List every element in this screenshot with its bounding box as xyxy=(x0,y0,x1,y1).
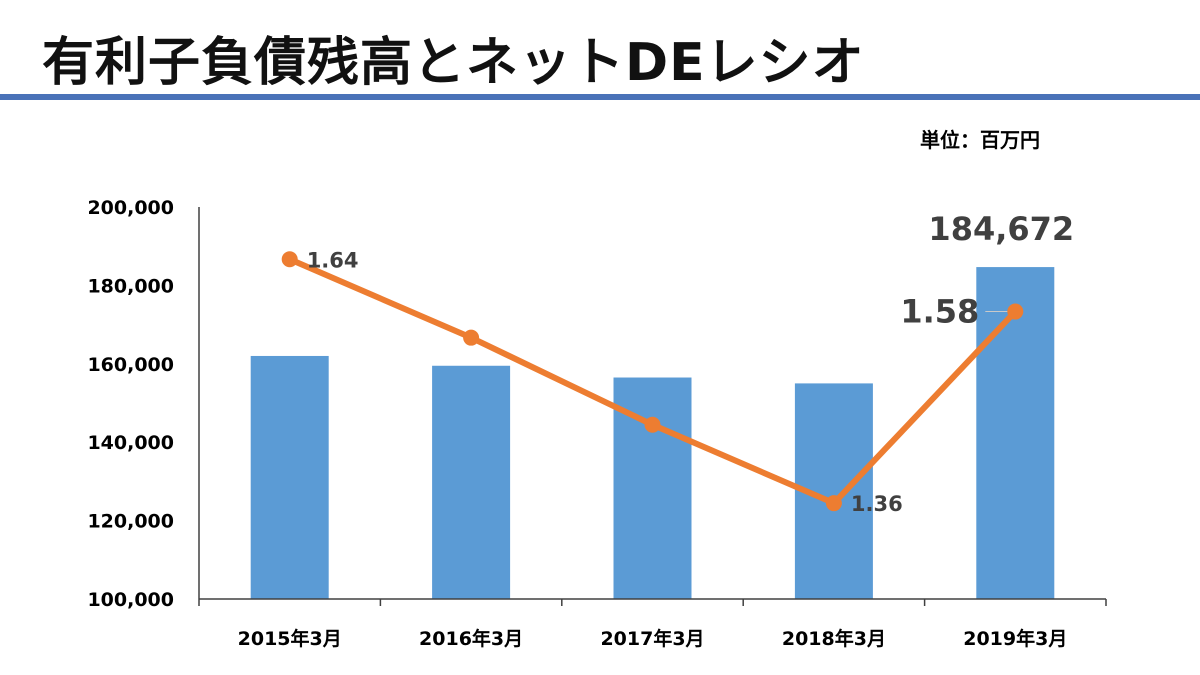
y-tick-label: 200,000 xyxy=(87,197,174,219)
y-tick-label: 120,000 xyxy=(87,511,174,533)
x-category-label: 2015年3月 xyxy=(238,627,342,650)
x-category-label: 2016年3月 xyxy=(419,627,523,650)
x-category-label: 2019年3月 xyxy=(963,627,1067,650)
bar-2 xyxy=(432,365,511,599)
line-data-label: 1.58 xyxy=(900,293,979,331)
de-ratio-point-4 xyxy=(825,495,842,512)
de-ratio-point-3 xyxy=(644,416,661,433)
y-tick-label: 100,000 xyxy=(87,589,174,611)
unit-label: 単位：百万円 xyxy=(920,128,1040,152)
y-tick-label: 140,000 xyxy=(87,432,174,454)
line-data-label: 1.36 xyxy=(851,492,903,516)
de-ratio-point-5 xyxy=(1007,303,1024,320)
bar-1 xyxy=(250,355,329,599)
bar-data-label: 184,672 xyxy=(928,210,1074,248)
x-category-label: 2017年3月 xyxy=(600,627,704,650)
line-data-label: 1.64 xyxy=(307,248,359,272)
y-tick-label: 160,000 xyxy=(87,354,174,376)
title-divider xyxy=(0,94,1200,100)
de-ratio-point-2 xyxy=(463,329,480,346)
x-category-label: 2018年3月 xyxy=(782,627,886,650)
de-ratio-point-1 xyxy=(281,251,298,268)
y-tick-label: 180,000 xyxy=(87,275,174,297)
page-title: 有利子負債残高とネットDEレシオ xyxy=(42,33,865,93)
bar-5 xyxy=(976,267,1055,599)
